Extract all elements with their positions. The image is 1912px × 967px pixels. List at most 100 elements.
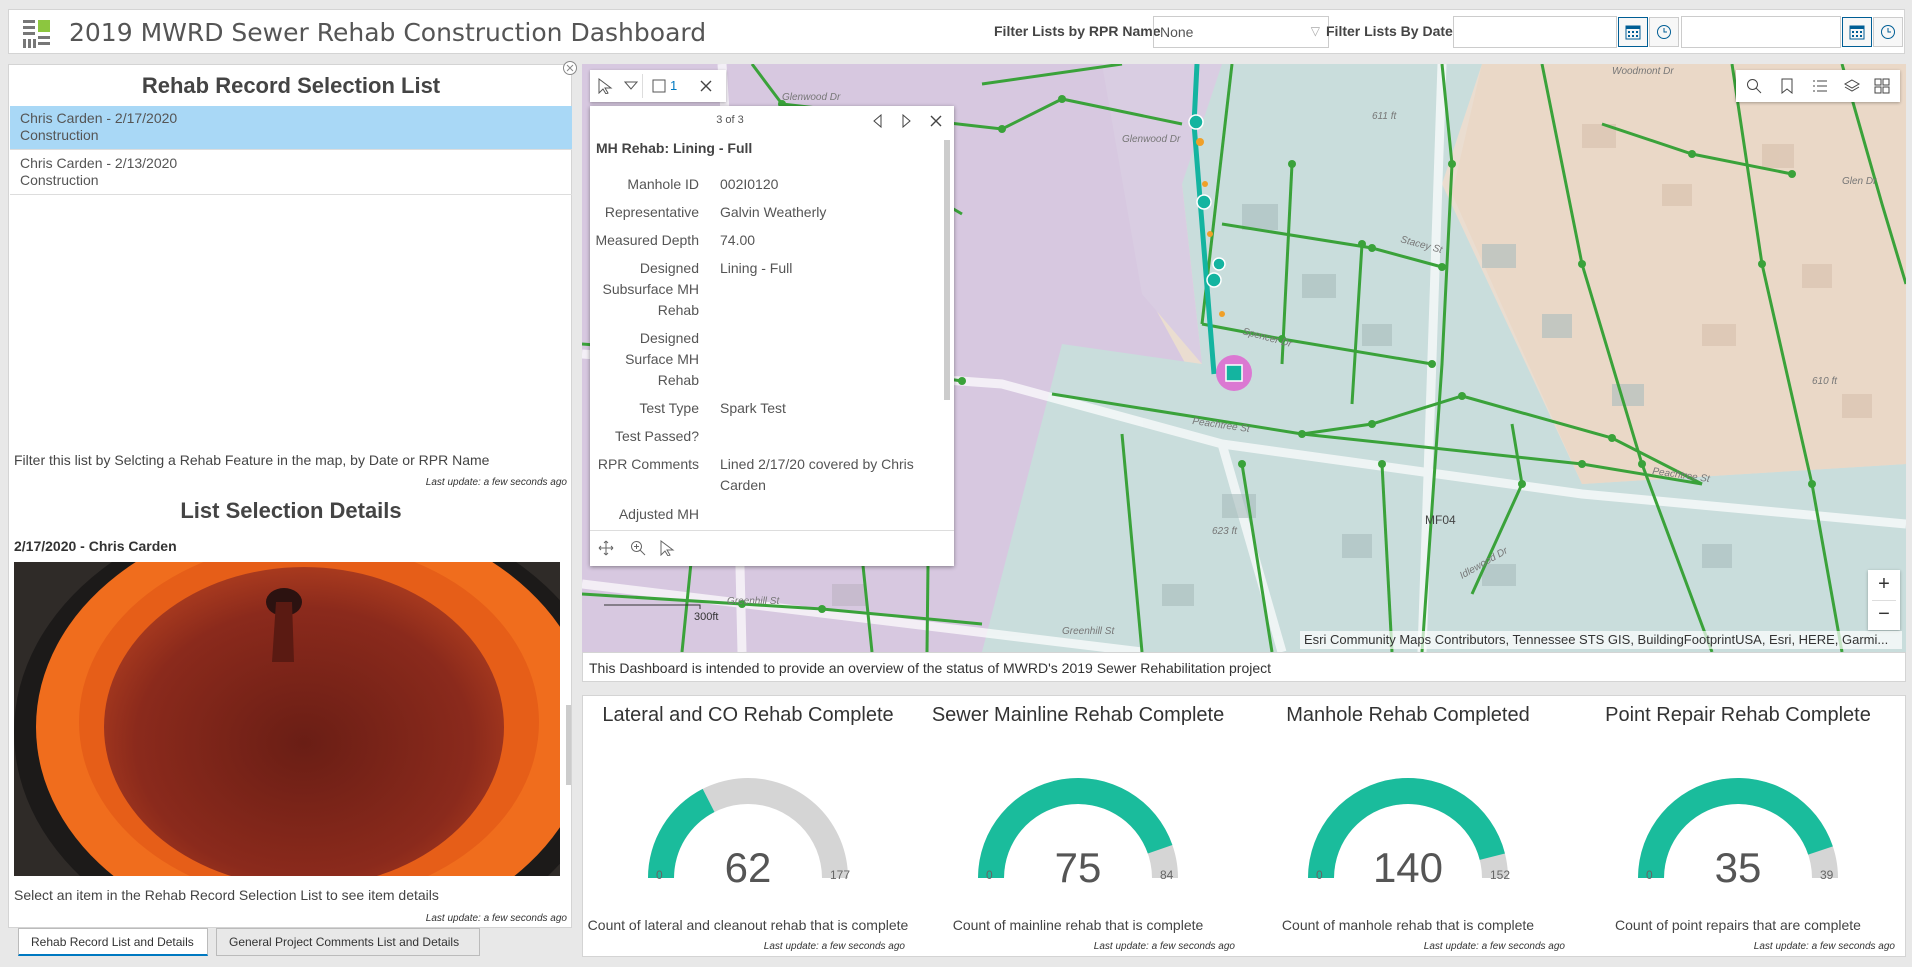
layers-icon[interactable] <box>1844 78 1860 94</box>
gauge-fill <box>978 778 1173 878</box>
street-label: Greenhill St <box>727 596 780 607</box>
gauge-min: 0 <box>656 868 663 882</box>
feature-popup: 3 of 3 MH Rehab: Lining - Full Manhole I… <box>590 106 954 566</box>
map-attribution: Esri Community Maps Contributors, Tennes… <box>1300 631 1902 649</box>
list-item-title: Chris Carden - 2/13/2020 <box>20 155 178 171</box>
divider <box>1872 600 1896 601</box>
popup-count[interactable]: 1 <box>670 78 678 93</box>
select-tool-icon[interactable] <box>660 540 678 556</box>
feature-icon <box>652 79 666 93</box>
list-item-subtitle: Construction <box>20 127 99 143</box>
field-label: Measured Depth <box>595 232 699 248</box>
list-item[interactable]: Chris Carden - 2/17/2020 Construction <box>10 106 572 150</box>
rpr-filter-value: None <box>1160 24 1194 40</box>
calendar-icon[interactable] <box>1842 17 1872 47</box>
select-tool-icon[interactable] <box>598 78 616 94</box>
expand-icon[interactable] <box>562 60 578 76</box>
field-label: Designed Surface MH Rehab <box>625 330 699 388</box>
dashboard-description: This Dashboard is intended to provide an… <box>582 652 1906 682</box>
gauge-panel: Lateral and CO Rehab Complete 62 0 177 C… <box>582 695 1906 957</box>
popup-title: MH Rehab: Lining - Full <box>596 140 753 156</box>
last-update: Last update: a few seconds ago <box>1093 941 1235 952</box>
gauge-value: 62 <box>724 844 772 891</box>
gauge-title: Manhole Rehab Completed <box>1286 704 1530 726</box>
search-icon[interactable] <box>1746 78 1762 94</box>
start-date-input[interactable] <box>1453 16 1617 48</box>
scrollbar[interactable] <box>944 140 950 400</box>
legend-icon[interactable] <box>1812 78 1828 94</box>
last-update: Last update: a few seconds ago <box>1753 941 1895 952</box>
field-value: Spark Test <box>720 400 786 416</box>
elevation-label: 610 ft <box>1812 376 1838 387</box>
gauge-min: 0 <box>986 868 993 882</box>
gauge-value: 35 <box>1714 844 1762 891</box>
next-icon[interactable] <box>900 114 912 128</box>
zoom-to-icon[interactable] <box>630 540 646 556</box>
gauge-max: 84 <box>1160 868 1174 882</box>
tab-rehab-record[interactable]: Rehab Record List and Details <box>18 928 208 956</box>
tab-project-comments[interactable]: General Project Comments List and Detail… <box>216 928 480 956</box>
last-update: Last update: a few seconds ago <box>1423 941 1565 952</box>
elevation-label: 611 ft <box>1372 111 1397 122</box>
street-label: Glen Dr <box>1842 176 1877 187</box>
divider <box>590 530 954 531</box>
field-value: Lined 2/17/20 covered by Chris Carden <box>720 456 914 493</box>
field-label: Adjusted MH <box>618 506 699 522</box>
list-item-subtitle: Construction <box>20 172 99 188</box>
field-label: Test Passed? <box>614 428 699 444</box>
manhole-photo <box>14 562 560 876</box>
chevron-down-icon: ▽ <box>1310 24 1320 38</box>
last-update: Last update: a few seconds ago <box>425 477 567 488</box>
end-date-input[interactable] <box>1681 16 1841 48</box>
last-update: Last update: a few seconds ago <box>425 913 567 924</box>
filter-note: Filter this list by Selcting a Rehab Fea… <box>14 452 490 468</box>
field-value: 002I0120 <box>720 176 779 192</box>
zoom-out-button[interactable]: − <box>1878 603 1890 625</box>
gauge-manhole: Manhole Rehab Completed 140 0 152 Count … <box>1243 696 1573 958</box>
gauge-title: Sewer Mainline Rehab Complete <box>931 704 1225 726</box>
street-label: Glenwood Dr <box>1122 134 1181 145</box>
gauge-mainline: Sewer Mainline Rehab Complete 75 0 84 Co… <box>913 696 1243 958</box>
popup-fields: Manhole ID 002I0120 Representative Galvin … <box>590 166 954 530</box>
clock-icon[interactable] <box>1873 17 1903 47</box>
elevation-label: 623 ft <box>1212 526 1238 537</box>
street-label: Glenwood Dr <box>782 92 841 103</box>
calendar-icon[interactable] <box>1618 17 1648 47</box>
gauge-max: 152 <box>1490 868 1511 882</box>
close-icon[interactable] <box>698 78 714 94</box>
rpr-filter-label: Filter Lists by RPR Name <box>994 23 1161 39</box>
field-value: 74.00 <box>720 232 756 248</box>
previous-icon[interactable] <box>872 114 884 128</box>
scrollbar[interactable] <box>566 705 571 785</box>
gauge-value: 140 <box>1372 844 1444 891</box>
rpr-filter-select[interactable]: None ▽ <box>1153 16 1329 48</box>
gauge-fill <box>648 788 715 878</box>
area-label: MF04 <box>1425 513 1456 527</box>
bookmark-icon[interactable] <box>1780 78 1794 94</box>
list-item[interactable]: Chris Carden - 2/13/2020 Construction <box>10 151 572 195</box>
clock-icon[interactable] <box>1649 17 1679 47</box>
field-label: Representative <box>604 204 699 220</box>
pan-icon[interactable] <box>598 540 614 556</box>
gauge-description: Count of point repairs that are complete <box>1615 917 1861 933</box>
zoom-control: + − <box>1868 570 1900 630</box>
details-title: List Selection Details <box>180 498 402 523</box>
field-label: Manhole ID <box>627 176 699 192</box>
gauge-min: 0 <box>1316 868 1323 882</box>
street-label: Greenhill St <box>1062 626 1115 637</box>
gauge-value: 75 <box>1054 844 1102 891</box>
scale-label: 300ft <box>694 611 718 623</box>
list-title: Rehab Record Selection List <box>141 73 441 98</box>
gauge-arc <box>978 778 1178 878</box>
list-item-title: Chris Carden - 2/17/2020 <box>20 110 178 126</box>
gauge-point-repair: Point Repair Rehab Complete 35 0 39 Coun… <box>1573 696 1903 958</box>
field-label: RPR Comments <box>597 456 699 472</box>
basemap-gallery-icon[interactable] <box>1874 78 1890 94</box>
zoom-in-button[interactable]: + <box>1878 573 1890 595</box>
street-label: Woodmont Dr <box>1612 66 1674 77</box>
close-icon[interactable] <box>928 113 944 129</box>
chevron-down-icon[interactable] <box>624 80 638 92</box>
gauge-arc <box>1638 778 1838 878</box>
last-update: Last update: a few seconds ago <box>763 941 905 952</box>
gauge-arc <box>648 778 848 878</box>
